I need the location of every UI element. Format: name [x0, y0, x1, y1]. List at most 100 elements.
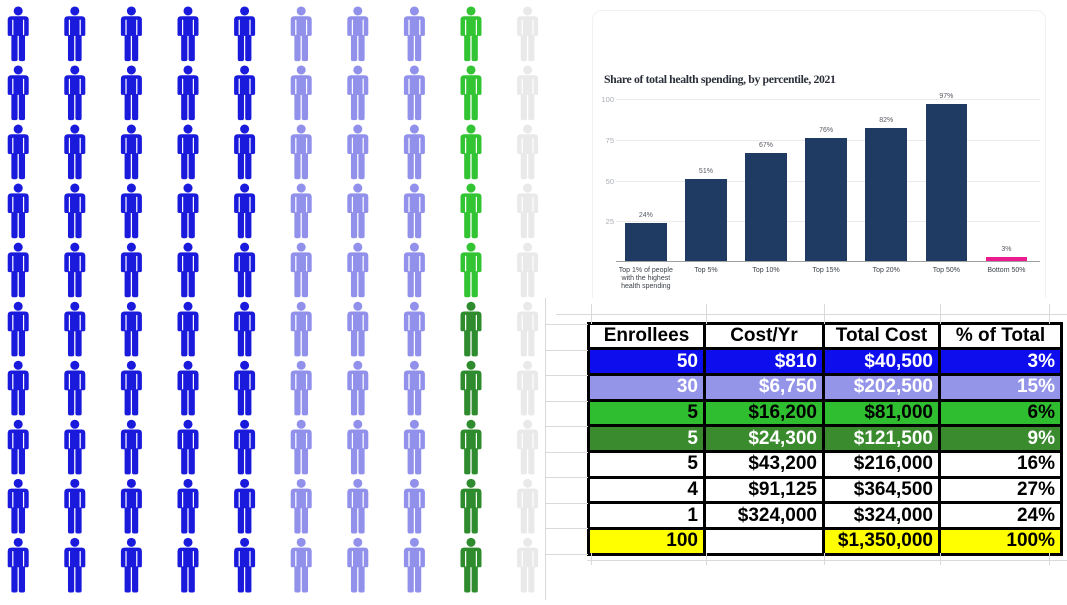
- bar-value-label: 51%: [698, 167, 713, 175]
- cell-r2-c0: 5: [587, 398, 706, 428]
- person-icon-group-periwinkle: [347, 360, 369, 416]
- cell-r5-c0: 4: [587, 475, 706, 505]
- bar-top-15-: [805, 138, 847, 262]
- person-icon-group-blue: [177, 478, 199, 534]
- person-icon-group-bright-green: [460, 124, 482, 180]
- x-category-label: Bottom 50%: [987, 267, 1026, 274]
- person-icon-group-periwinkle: [403, 301, 425, 357]
- person-icon-group-bright-green: [460, 242, 482, 298]
- bar-top-1-of-people: [625, 222, 667, 262]
- person-icon-group-blue: [234, 360, 256, 416]
- excel-gridline: [1049, 304, 1050, 324]
- person-icon-group-blue: [177, 360, 199, 416]
- cell-r4-c0: 5: [587, 450, 706, 479]
- y-tick-label: 75: [605, 135, 614, 145]
- excel-gridline: [544, 528, 588, 530]
- cell-r0-c2: $40,500: [822, 347, 941, 376]
- cell-r3-c0: 5: [587, 424, 706, 454]
- person-icon-group-blue: [120, 301, 142, 357]
- cell-r3-c1: $24,300: [703, 424, 825, 454]
- person-icon-group-periwinkle: [347, 419, 369, 475]
- table-row-4: 5 $43,200 $216,000 16%: [587, 450, 1063, 479]
- person-icon-group-bright-green: [460, 183, 482, 239]
- cell-r1-c0: 30: [587, 373, 706, 402]
- person-icon-group-gray: [517, 537, 539, 593]
- person-icon-group-dark-green: [460, 360, 482, 416]
- excel-gridline: [544, 298, 546, 600]
- cell-r3-c3: 9%: [938, 424, 1063, 454]
- cell-r1-c3: 15%: [938, 373, 1063, 402]
- excel-gridline: [544, 324, 588, 325]
- person-icon-group-blue: [234, 478, 256, 534]
- person-icon-group-blue: [234, 419, 256, 475]
- cell-r4-c3: 16%: [938, 450, 1063, 479]
- person-icon-group-blue: [177, 419, 199, 475]
- person-icon-group-blue: [234, 537, 256, 593]
- population-pictogram: [7, 6, 539, 593]
- person-icon-group-blue: [120, 360, 142, 416]
- excel-gridline: [591, 553, 592, 565]
- excel-gridline: [544, 554, 588, 555]
- person-icon-group-bright-green: [460, 65, 482, 121]
- bar-top-5-: [685, 178, 727, 262]
- excel-gridline: [940, 553, 941, 565]
- x-category-label: Top 15%: [812, 267, 840, 274]
- y-gridline: [616, 99, 1040, 100]
- cell-r6-c3: 24%: [938, 501, 1063, 531]
- cell-r5-c3: 27%: [938, 475, 1063, 505]
- person-icon-group-blue: [7, 478, 29, 534]
- excel-gridline: [706, 304, 707, 324]
- person-icon-group-blue: [64, 301, 86, 357]
- person-icon-group-gray: [517, 65, 539, 121]
- person-icon-group-periwinkle: [347, 301, 369, 357]
- person-icon-group-blue: [120, 419, 142, 475]
- person-icon-group-dark-green: [460, 537, 482, 593]
- excel-gridline: [940, 304, 941, 324]
- y-tick-label: 100: [601, 95, 614, 104]
- bar-value-label: 3%: [1001, 246, 1012, 254]
- chart-title: Share of total health spending, by perce…: [604, 72, 836, 86]
- x-category-label: Top 1% of people with the highest health s…: [618, 267, 673, 290]
- excel-gridline: [544, 502, 588, 504]
- table-row-1: 30 $6,750 $202,500 15%: [587, 373, 1063, 402]
- person-icon-group-gray: [517, 124, 539, 180]
- cell-r7-c3: 100%: [938, 527, 1063, 556]
- person-icon-group-blue: [177, 301, 199, 357]
- cell-r0-c1: $810: [703, 347, 825, 376]
- person-icon-group-periwinkle: [290, 478, 312, 534]
- person-icon-group-blue: [64, 478, 86, 534]
- person-icon-group-gray: [517, 6, 539, 62]
- cell-r2-c3: 6%: [938, 398, 1063, 428]
- cost-table: Enrollees Cost/Yr Total Cost% of Total 50 $…: [587, 321, 1063, 556]
- bar-value-label: 97%: [939, 92, 954, 100]
- cost-table-section: Enrollees Cost/Yr Total Cost% of Total 50 $…: [540, 298, 1067, 600]
- cell-r1-c2: $202,500: [822, 373, 941, 402]
- person-icon-group-periwinkle: [290, 360, 312, 416]
- x-category-label: Top 20%: [872, 267, 900, 274]
- bar-value-label: 82%: [879, 117, 894, 125]
- excel-gridline: [544, 477, 588, 479]
- table-row-3: 5 $24,300 $121,500 9%: [587, 424, 1063, 454]
- person-icon-group-blue: [64, 419, 86, 475]
- bar-top-20-: [865, 128, 908, 262]
- person-icon-group-periwinkle: [347, 537, 369, 593]
- cell-r6-c1: $324,000: [703, 501, 825, 531]
- excel-gridline: [544, 426, 588, 428]
- bar-top-10-: [745, 152, 787, 262]
- cell-r0-c3: 3%: [938, 347, 1063, 376]
- bar-top-50-: [925, 103, 968, 262]
- cell-r3-c2: $121,500: [822, 424, 941, 454]
- table-row-0: 50 $810 $40,500 3%: [587, 347, 1063, 376]
- person-icon-group-blue: [64, 360, 86, 416]
- excel-gridline: [706, 553, 707, 565]
- person-icon-group-blue: [234, 301, 256, 357]
- excel-gridline: [1049, 553, 1050, 565]
- cell-r7-c0: 100: [587, 527, 706, 556]
- person-icon-group-periwinkle: [290, 301, 312, 357]
- col-header-cost-yr: Cost/Yr: [703, 321, 825, 351]
- person-icon-group-periwinkle: [290, 419, 312, 475]
- person-icon-group-gray: [517, 301, 539, 357]
- excel-gridline: [824, 553, 825, 565]
- excel-gridline: [591, 304, 592, 324]
